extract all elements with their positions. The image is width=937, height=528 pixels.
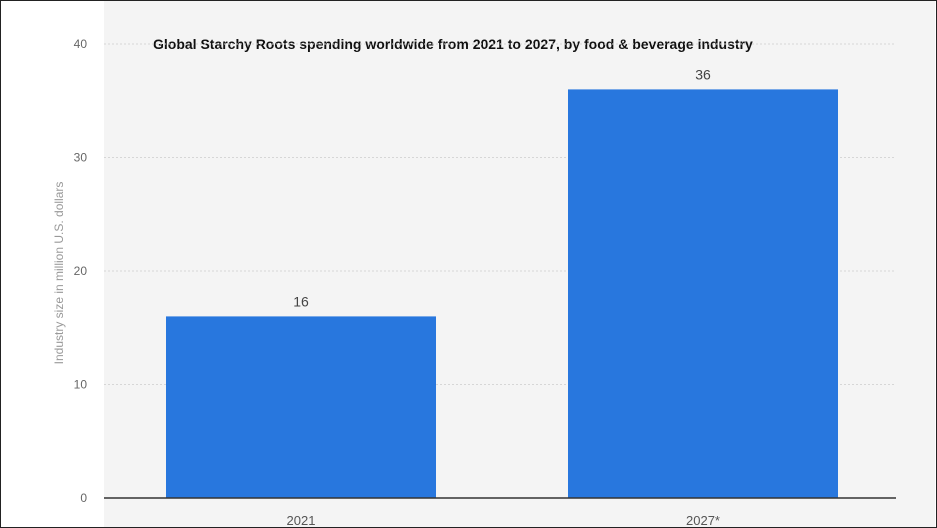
y-tick-label: 0 [80,491,87,505]
y-tick-label: 30 [74,151,88,165]
y-axis-ticks: 0 10 20 30 40 [74,37,88,505]
bar-2021 [166,316,436,498]
x-axis-ticks: 2021 2027* [287,513,720,527]
x-tick-label: 2021 [287,513,316,527]
y-tick-label: 20 [74,264,88,278]
y-tick-label: 40 [74,37,88,51]
x-tick-label: 2027* [686,513,720,527]
data-label: 36 [695,66,711,82]
data-label: 16 [293,293,309,309]
y-tick-label: 10 [74,378,88,392]
y-axis-label: Industry size in million U.S. dollars [52,182,66,365]
bar-2027 [568,89,838,499]
